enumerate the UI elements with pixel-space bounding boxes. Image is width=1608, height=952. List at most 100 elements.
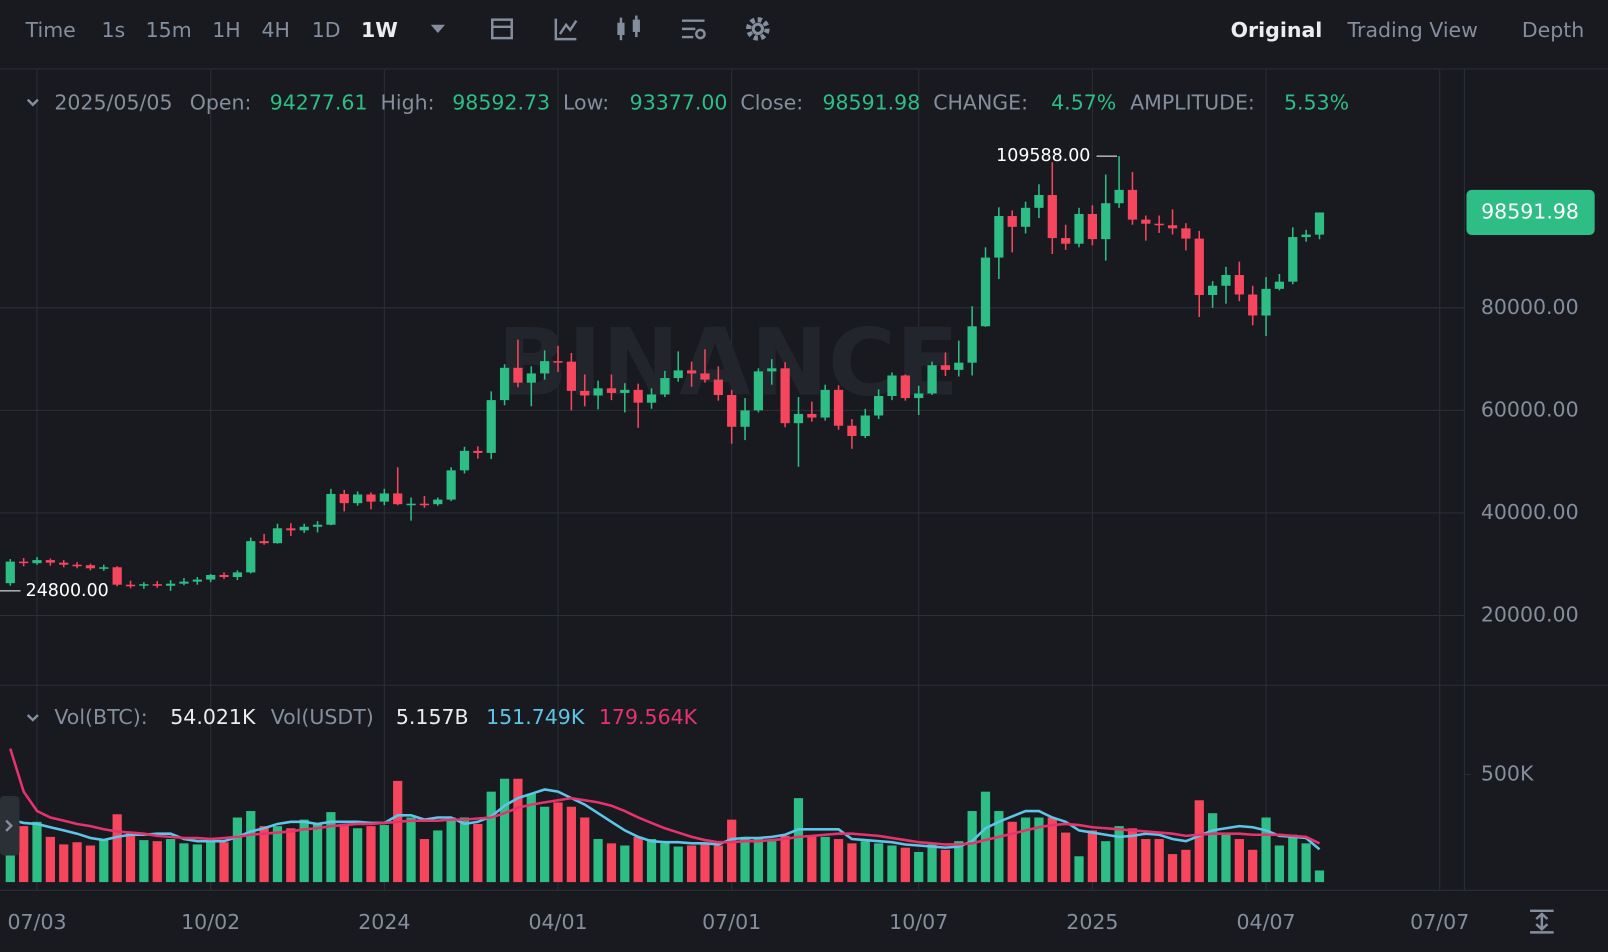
- candle-body: [272, 528, 283, 544]
- ma-value: 179.564K: [599, 705, 698, 729]
- volume-bar: [1087, 830, 1097, 883]
- volume-bar: [540, 806, 550, 883]
- volume-bar: [1261, 817, 1271, 883]
- candle-body: [1221, 275, 1231, 286]
- timeframe[interactable]: Time: [25, 18, 76, 42]
- volume-bar: [954, 841, 964, 883]
- volume-bar: [580, 817, 590, 883]
- timeframe[interactable]: 4H: [262, 18, 290, 42]
- candle-body: [459, 450, 470, 471]
- volume-bar: [379, 825, 389, 883]
- candle-body: [152, 584, 162, 586]
- volume-bar: [566, 806, 576, 883]
- x-tick-label: 07/01: [702, 910, 761, 934]
- volume-bar: [19, 826, 29, 883]
- volume-bar: [1248, 849, 1258, 883]
- candle-body: [660, 378, 670, 395]
- volume-bar: [246, 811, 256, 883]
- candle-body: [1101, 203, 1111, 240]
- candle-body: [727, 394, 737, 427]
- timeframe[interactable]: 1D: [312, 18, 341, 42]
- volume-bar: [1314, 870, 1325, 883]
- volume-bar: [219, 842, 229, 883]
- candle-body: [139, 584, 149, 586]
- volume-bar: [1234, 839, 1244, 883]
- timeframe-active[interactable]: 1W: [361, 18, 398, 42]
- candle-body: [713, 379, 723, 395]
- candle-body: [793, 413, 804, 424]
- collapse-icon[interactable]: [26, 714, 39, 722]
- calendar-icon[interactable]: [491, 18, 513, 40]
- candle-body: [954, 362, 964, 370]
- candle-body: [339, 493, 349, 504]
- candle-body: [1194, 238, 1204, 295]
- candle-body: [646, 394, 657, 403]
- volume-bar: [887, 845, 897, 883]
- volume-bar: [593, 839, 603, 883]
- template-icon[interactable]: [681, 19, 706, 40]
- volume-bar: [1127, 828, 1138, 883]
- volume-bar: [1301, 843, 1311, 883]
- volume-bar: [192, 844, 202, 883]
- ma-value: 151.749K: [486, 705, 585, 729]
- volume-bar: [753, 839, 764, 883]
- timeframe[interactable]: 1H: [212, 18, 240, 42]
- info-value: 4.57%: [1051, 91, 1116, 115]
- view-tab[interactable]: Depth: [1522, 18, 1584, 42]
- volume-bar: [553, 802, 563, 883]
- candle-body: [847, 425, 857, 437]
- volume-bar: [165, 839, 176, 883]
- last-price-label: 98591.98: [1481, 199, 1579, 223]
- collapse-icon[interactable]: [26, 98, 39, 107]
- candle-body: [1007, 216, 1017, 227]
- volume-bar: [433, 830, 443, 883]
- volume-bar: [419, 839, 430, 883]
- dropdown-icon[interactable]: [430, 24, 446, 33]
- volume-value: 54.021K: [170, 705, 256, 729]
- candle-body: [927, 365, 937, 394]
- view-tab-active[interactable]: Original: [1231, 18, 1323, 42]
- info-value: 93377.00: [630, 91, 728, 115]
- candle-body: [1127, 189, 1138, 220]
- ma-line: [9, 788, 1321, 851]
- scale-icon[interactable]: [1530, 909, 1554, 934]
- volume-bar: [767, 841, 777, 883]
- timeframe[interactable]: 1s: [102, 18, 126, 42]
- y-tick-label: 40000.00: [1481, 500, 1579, 524]
- candle-body: [379, 493, 389, 502]
- candle-body: [686, 370, 697, 374]
- timeframe[interactable]: 15m: [146, 18, 192, 42]
- volume-bar: [847, 843, 857, 883]
- view-tab[interactable]: Trading View: [1347, 18, 1478, 42]
- candle-body: [553, 361, 563, 363]
- indicator-icon[interactable]: [554, 18, 578, 41]
- ma-line: [9, 748, 1321, 846]
- volume-bar: [299, 819, 309, 883]
- volume-bar: [740, 836, 750, 883]
- candle-body: [179, 581, 189, 584]
- volume-bar: [112, 814, 122, 883]
- info-value: 94277.61: [270, 91, 368, 115]
- candle-body: [1020, 207, 1031, 227]
- x-tick-label: 07/07: [1410, 910, 1469, 934]
- candle-body: [406, 503, 416, 506]
- volume-bar: [1221, 832, 1231, 883]
- candle-icon[interactable]: [617, 15, 640, 41]
- volume-bar: [646, 839, 657, 883]
- volume-bar: [206, 839, 216, 883]
- candle-body: [1301, 234, 1311, 238]
- volume-bar: [513, 778, 523, 883]
- candle-body: [1074, 213, 1084, 244]
- settings-icon[interactable]: [746, 17, 770, 41]
- volume-bar: [660, 843, 670, 883]
- volume-bar: [179, 843, 189, 883]
- candle-body: [1207, 285, 1218, 295]
- candle-body: [967, 326, 977, 363]
- volume-bar: [673, 846, 683, 883]
- volume-bar: [259, 826, 269, 883]
- x-tick-label: 04/07: [1237, 910, 1296, 934]
- volume-bar: [833, 839, 844, 883]
